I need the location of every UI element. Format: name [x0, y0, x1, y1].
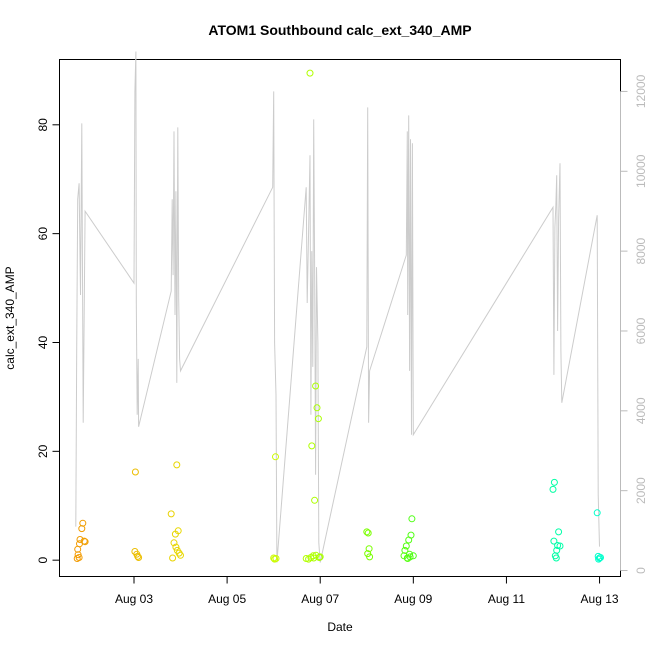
data-point: [555, 528, 563, 536]
x-tick-label: Aug 05: [208, 592, 246, 606]
data-point: [363, 528, 371, 536]
data-point: [556, 542, 564, 550]
x-axis: Aug 03 Aug 05 Aug 07 Aug 09 Aug 11 Aug 13: [115, 576, 619, 606]
y2-tick-label: 4000: [634, 397, 648, 424]
y2-tick-label: 12000: [634, 74, 648, 108]
data-point: [365, 545, 373, 553]
plot-area: [59, 59, 621, 577]
x-axis-label: Date: [327, 620, 353, 634]
data-point: [173, 546, 181, 554]
data-point: [272, 555, 280, 562]
data-point: [81, 538, 89, 546]
data-point: [131, 468, 139, 476]
y-tick-label: 40: [36, 335, 50, 349]
series-points: [73, 69, 604, 563]
series-line: [75, 51, 600, 563]
data-point: [549, 485, 557, 493]
y2-tick-label: 6000: [634, 317, 648, 344]
data-point: [597, 554, 604, 561]
data-point: [314, 415, 322, 423]
y-axis-left: 0 20 40 60 80: [36, 118, 60, 564]
x-tick-label: Aug 13: [581, 592, 619, 606]
data-point: [177, 551, 184, 559]
x-tick-label: Aug 11: [488, 592, 525, 606]
data-point: [408, 515, 416, 523]
data-point: [75, 554, 83, 561]
data-point: [406, 550, 414, 558]
data-point: [135, 554, 143, 561]
data-point: [406, 553, 414, 561]
data-point: [173, 461, 181, 469]
data-point: [550, 537, 558, 545]
data-point: [167, 510, 175, 518]
data-point: [79, 519, 87, 527]
data-point: [134, 552, 142, 560]
data-point: [172, 543, 180, 551]
data-point: [409, 552, 417, 560]
y2-tick-label: 10000: [634, 154, 648, 188]
y-axis-right: 0 2000 4000 6000 8000 10000 12000: [620, 74, 648, 574]
y-tick-label: 60: [36, 227, 50, 241]
data-point: [402, 542, 410, 550]
data-point: [316, 553, 324, 561]
data-point: [311, 496, 319, 504]
data-point: [272, 453, 279, 461]
data-point: [595, 555, 603, 563]
x-tick-label: Aug 03: [115, 592, 153, 606]
data-point: [401, 546, 409, 554]
data-point: [312, 382, 320, 390]
data-point: [364, 529, 372, 537]
data-point: [308, 442, 316, 450]
y2-tick-label: 2000: [634, 477, 648, 504]
y2-tick-label: 8000: [634, 237, 648, 264]
y-tick-label: 80: [36, 118, 50, 132]
y-tick-label: 0: [36, 557, 50, 564]
data-point: [407, 531, 415, 539]
series-line-path: [75, 51, 600, 563]
data-point: [552, 554, 560, 562]
chart-title: ATOM1 Southbound calc_ext_340_AMP: [208, 22, 471, 38]
data-point: [366, 553, 374, 561]
data-point: [550, 478, 558, 486]
y-axis-label: calc_ext_340_AMP: [3, 266, 17, 369]
data-point: [313, 404, 321, 412]
data-point: [174, 527, 182, 535]
x-tick-label: Aug 09: [394, 592, 432, 606]
data-point: [170, 539, 178, 547]
data-point: [306, 69, 314, 77]
data-point: [309, 552, 317, 560]
y2-tick-label: 0: [634, 567, 648, 574]
x-tick-label: Aug 07: [301, 592, 339, 606]
data-point: [169, 554, 177, 562]
y-tick-label: 20: [36, 444, 50, 458]
data-point: [553, 546, 561, 554]
data-point: [593, 509, 601, 517]
